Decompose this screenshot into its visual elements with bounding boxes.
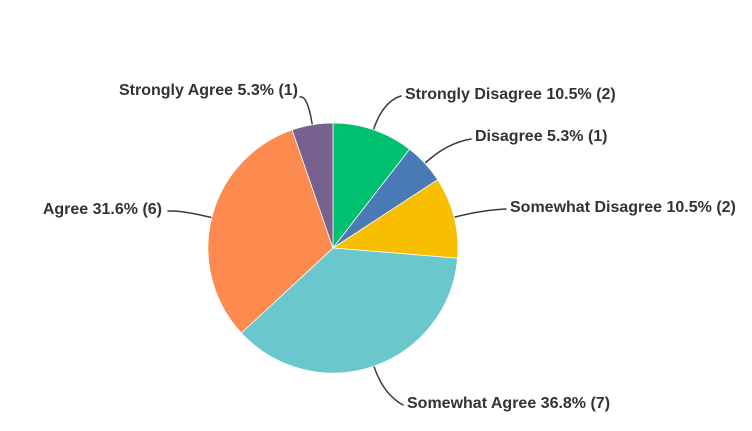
leader-line-somewhat-disagree	[454, 208, 507, 218]
pie-slice-agree	[207, 129, 334, 334]
leader-line-strongly-agree	[299, 96, 313, 125]
pie-slice-somewhat-disagree	[331, 179, 459, 259]
slice-label-disagree: Disagree 5.3% (1)	[475, 128, 608, 145]
leader-line-agree	[167, 210, 212, 219]
leader-line-disagree	[424, 138, 472, 164]
slice-label-strongly-disagree: Strongly Disagree 10.5% (2)	[405, 86, 616, 103]
pie-slice-strongly-disagree	[332, 122, 411, 250]
slice-label-somewhat-agree: Somewhat Agree 36.8% (7)	[407, 395, 611, 412]
slice-label-somewhat-disagree: Somewhat Disagree 10.5% (2)	[510, 199, 736, 216]
leader-line-somewhat-agree	[373, 366, 404, 406]
leader-line-strongly-disagree	[373, 95, 402, 130]
slice-label-agree: Agree 31.6% (6)	[42, 201, 162, 218]
pie-slice-somewhat-agree	[240, 247, 459, 374]
slice-label-strongly-agree: Strongly Agree 5.3% (1)	[118, 82, 298, 99]
pie-slice-strongly-agree	[291, 122, 334, 249]
